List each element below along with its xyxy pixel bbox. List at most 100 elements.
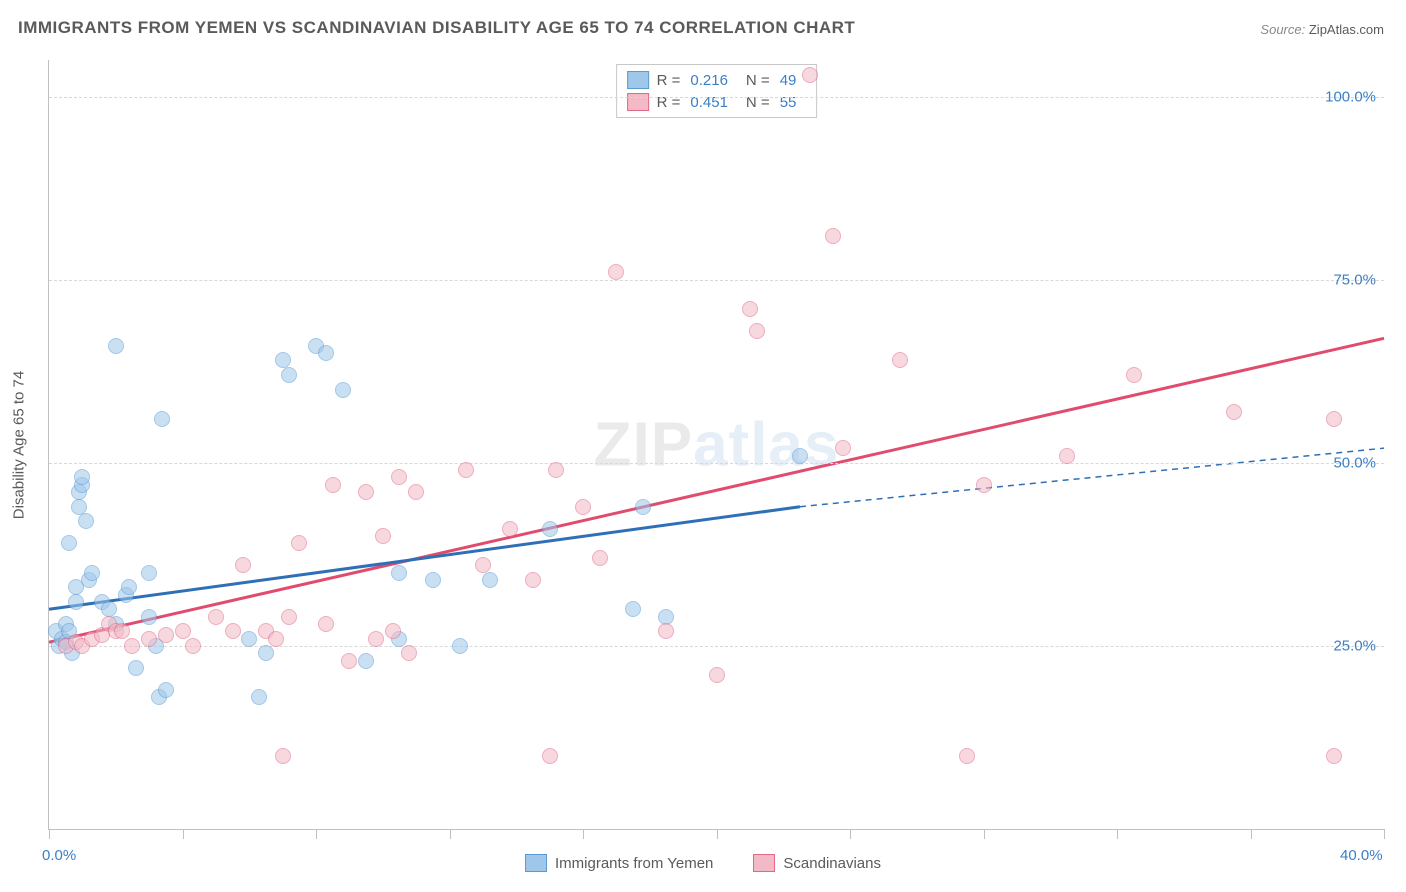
x-tick	[183, 829, 184, 839]
data-point	[391, 565, 407, 581]
x-tick	[717, 829, 718, 839]
data-point	[401, 645, 417, 661]
series-legend: Immigrants from Yemen Scandinavians	[525, 854, 881, 872]
data-point	[709, 667, 725, 683]
data-point	[625, 601, 641, 617]
data-point	[658, 609, 674, 625]
data-point	[275, 748, 291, 764]
data-point	[482, 572, 498, 588]
legend-item-0: Immigrants from Yemen	[525, 854, 713, 872]
data-point	[325, 477, 341, 493]
data-point	[385, 623, 401, 639]
watermark-b: atlas	[693, 410, 839, 479]
data-point	[1326, 748, 1342, 764]
data-point	[235, 557, 251, 573]
data-point	[368, 631, 384, 647]
gridline	[49, 280, 1384, 281]
data-point	[542, 521, 558, 537]
data-point	[635, 499, 651, 515]
data-point	[68, 594, 84, 610]
data-point	[1326, 411, 1342, 427]
data-point	[158, 627, 174, 643]
data-point	[1126, 367, 1142, 383]
data-point	[458, 462, 474, 478]
data-point	[108, 338, 124, 354]
source-credit: Source: ZipAtlas.com	[1260, 22, 1384, 37]
data-point	[281, 367, 297, 383]
x-tick	[850, 829, 851, 839]
data-point	[575, 499, 591, 515]
data-point	[452, 638, 468, 654]
x-tick	[1117, 829, 1118, 839]
data-point	[391, 469, 407, 485]
swatch-icon	[525, 854, 547, 872]
data-point	[225, 623, 241, 639]
x-tick	[984, 829, 985, 839]
x-tick	[49, 829, 50, 839]
data-point	[241, 631, 257, 647]
data-point	[78, 513, 94, 529]
data-point	[141, 609, 157, 625]
data-point	[658, 623, 674, 639]
data-point	[175, 623, 191, 639]
data-point	[318, 616, 334, 632]
data-point	[502, 521, 518, 537]
r-value-0: 0.216	[690, 72, 728, 89]
data-point	[258, 645, 274, 661]
data-point	[84, 565, 100, 581]
data-point	[335, 382, 351, 398]
data-point	[291, 535, 307, 551]
legend-item-1: Scandinavians	[753, 854, 881, 872]
data-point	[1059, 448, 1075, 464]
y-tick-label: 100.0%	[1325, 88, 1376, 105]
source-label: Source:	[1260, 22, 1305, 37]
watermark-a: ZIP	[594, 410, 693, 479]
r-label: R =	[657, 72, 681, 89]
data-point	[542, 748, 558, 764]
data-point	[835, 440, 851, 456]
data-point	[802, 67, 818, 83]
data-point	[959, 748, 975, 764]
data-point	[281, 609, 297, 625]
data-point	[61, 535, 77, 551]
trend-lines	[49, 60, 1384, 829]
data-point	[101, 601, 117, 617]
data-point	[548, 462, 564, 478]
data-point	[608, 264, 624, 280]
data-point	[275, 352, 291, 368]
data-point	[475, 557, 491, 573]
gridline	[49, 463, 1384, 464]
chart-title: IMMIGRANTS FROM YEMEN VS SCANDINAVIAN DI…	[18, 18, 855, 38]
y-tick-label: 50.0%	[1333, 454, 1376, 471]
data-point	[141, 631, 157, 647]
watermark: ZIPatlas	[594, 409, 840, 480]
data-point	[742, 301, 758, 317]
data-point	[141, 565, 157, 581]
data-point	[1226, 404, 1242, 420]
data-point	[251, 689, 267, 705]
data-point	[74, 469, 90, 485]
y-tick-label: 75.0%	[1333, 271, 1376, 288]
n-label: N =	[746, 72, 770, 89]
data-point	[208, 609, 224, 625]
source-value: ZipAtlas.com	[1309, 22, 1384, 37]
x-tick	[583, 829, 584, 839]
plot-area: Disability Age 65 to 74 ZIPatlas R =0.21…	[48, 60, 1384, 830]
x-tick	[1384, 829, 1385, 839]
data-point	[976, 477, 992, 493]
data-point	[114, 623, 130, 639]
swatch-icon	[627, 71, 649, 89]
data-point	[749, 323, 765, 339]
data-point	[318, 345, 334, 361]
data-point	[825, 228, 841, 244]
data-point	[792, 448, 808, 464]
data-point	[341, 653, 357, 669]
x-min-label: 0.0%	[42, 847, 76, 864]
data-point	[358, 484, 374, 500]
x-tick	[316, 829, 317, 839]
data-point	[121, 579, 137, 595]
data-point	[375, 528, 391, 544]
data-point	[525, 572, 541, 588]
data-point	[185, 638, 201, 654]
x-tick	[450, 829, 451, 839]
